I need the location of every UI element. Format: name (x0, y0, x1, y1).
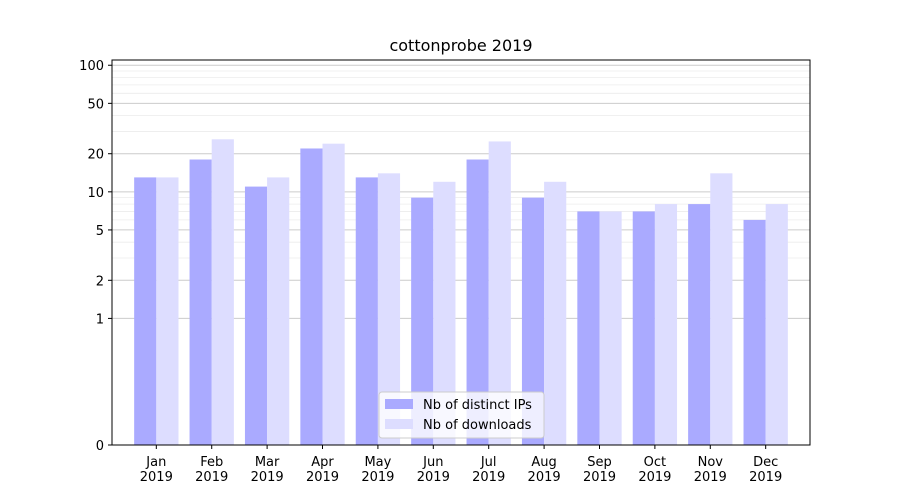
x-tick-label: Feb 2019 (195, 455, 228, 485)
bar-downloads-feb (211, 139, 234, 445)
bar-distinct-ips-aug (521, 197, 545, 445)
bar-downloads-dec (765, 204, 788, 445)
bar-distinct-ips-sep (577, 211, 600, 445)
x-tick-label: May 2019 (361, 455, 394, 485)
bar-downloads-oct (654, 204, 678, 445)
y-tick-label: 2 (96, 274, 104, 289)
y-tick-label: 50 (87, 97, 104, 112)
bar-distinct-ips-oct (632, 211, 655, 445)
bar-downloads-sep (599, 211, 622, 445)
bar-distinct-ips-jul (466, 159, 489, 445)
y-tick-label: 0 (96, 439, 104, 454)
bar-downloads-jan (156, 177, 179, 446)
legend-swatch (385, 399, 413, 409)
x-tick-label: Jul 2019 (472, 455, 505, 485)
x-tick-label: Oct 2019 (638, 455, 671, 485)
bars (134, 139, 788, 446)
y-tick-label: 1 (96, 312, 104, 327)
axes: 0 1 2 5 10 20 50 100 Jan 2019 Feb 2019 Mar 2019 Apr 201… (79, 59, 811, 485)
x-tick-label: Sep 2019 (583, 455, 616, 485)
bar-distinct-ips-dec (743, 219, 766, 445)
bar-distinct-ips-feb (189, 159, 212, 445)
x-tick-label: Mar 2019 (251, 455, 284, 485)
bar-downloads-may (377, 173, 401, 445)
legend-label: Nb of distinct IPs (423, 398, 532, 413)
y-tick-label: 5 (96, 224, 104, 239)
legend-box (378, 391, 545, 439)
x-tick-label: Nov 2019 (694, 455, 727, 485)
x-tick-label: Apr 2019 (306, 455, 339, 485)
legend-swatch (385, 419, 413, 429)
chart-title: cottonprobe 2019 (389, 36, 532, 55)
x-tick-label: Aug 2019 (528, 455, 561, 485)
x-tick-label: Jan 2019 (140, 455, 173, 485)
bar-downloads-jul (488, 141, 511, 445)
bar-distinct-ips-jun (411, 197, 434, 445)
bar-downloads-nov (710, 173, 733, 445)
bar-distinct-ips-jan (134, 177, 157, 446)
bar-distinct-ips-nov (688, 204, 711, 445)
bar-downloads-jun (433, 181, 456, 445)
y-tick-label: 20 (87, 148, 104, 163)
y-tick-label: 10 (87, 186, 104, 201)
x-tick-label: Dec 2019 (749, 455, 782, 485)
bar-distinct-ips-mar (244, 186, 268, 446)
bar-downloads-mar (267, 177, 290, 446)
bar-downloads-aug (544, 181, 567, 445)
legend: Nb of distinct IPs Nb of downloads (378, 391, 545, 439)
plot-frame (111, 59, 811, 446)
y-tick-label: 100 (79, 59, 104, 74)
bar-distinct-ips-may (355, 177, 378, 446)
bar-distinct-ips-apr (300, 148, 323, 445)
x-tick-label: Jun 2019 (417, 455, 450, 485)
bar-downloads-apr (322, 143, 345, 445)
legend-label: Nb of downloads (423, 418, 532, 433)
